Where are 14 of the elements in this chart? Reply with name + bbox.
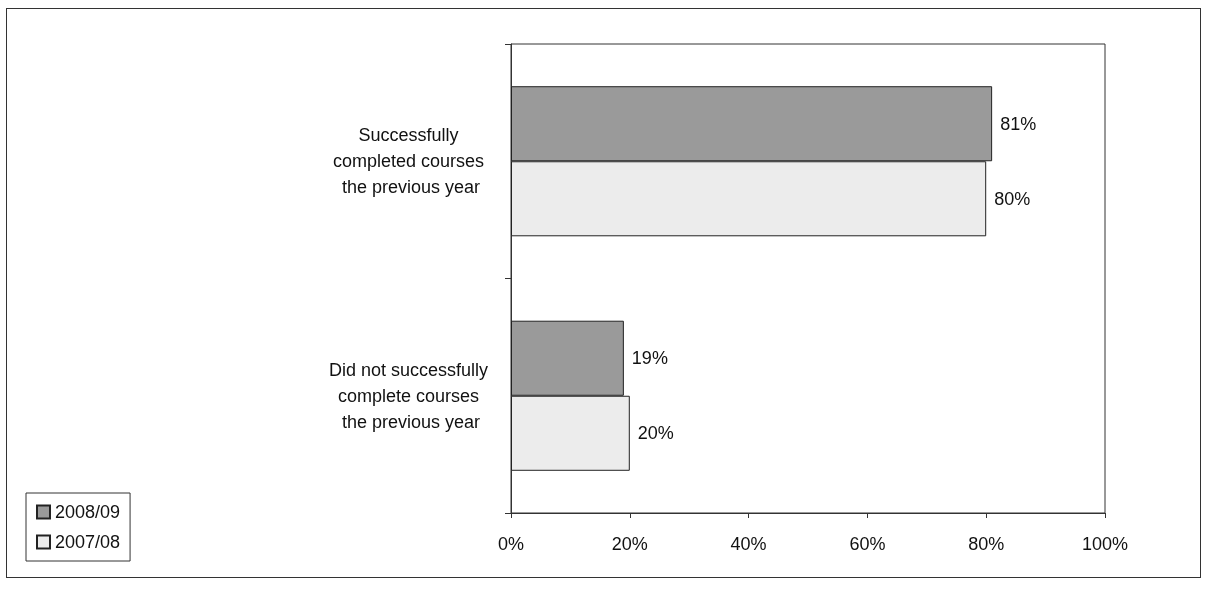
data-label: 80% [994, 188, 1031, 209]
legend-label: 2007/08 [55, 532, 121, 552]
x-tick-label: 100% [1081, 534, 1129, 554]
x-tick-label: 40% [730, 534, 767, 554]
x-tick-label: 20% [611, 534, 648, 554]
y-tick-label: Did not successfully complete courses the previous year [328, 359, 494, 432]
x-tick-label: 0% [497, 534, 525, 554]
data-label: 20% [637, 423, 674, 444]
data-label: 81% [1000, 113, 1037, 134]
x-tick-label: 80% [968, 534, 1005, 554]
data-label: 19% [631, 348, 668, 369]
y-tick-label: Successfully completed courses the previous year [332, 125, 490, 198]
x-tick-label: 60% [849, 534, 886, 554]
legend-label: 2008/09 [55, 502, 121, 522]
